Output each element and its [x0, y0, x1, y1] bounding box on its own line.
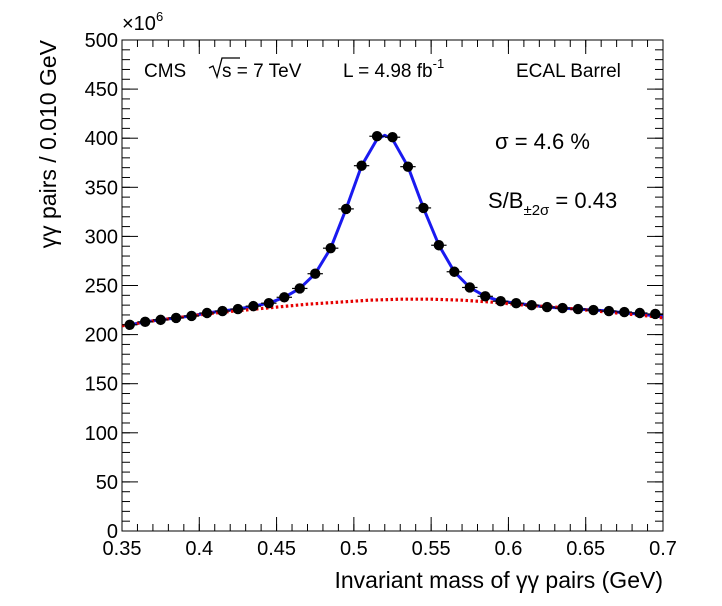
- y-tick-label: 350: [85, 177, 118, 199]
- y-tick-label: 450: [85, 79, 118, 101]
- x-tick-label: 0.45: [257, 538, 296, 560]
- data-point: [248, 300, 259, 312]
- data-point: [356, 160, 367, 171]
- y-tick-label: 400: [85, 128, 118, 150]
- data-point: [387, 132, 398, 143]
- y-tick-label: 300: [85, 226, 118, 248]
- data-point: [510, 297, 522, 309]
- data-point: [279, 292, 290, 303]
- y-tick-label: 200: [85, 325, 118, 347]
- fit-curves: [121, 133, 664, 328]
- data-point: [124, 319, 135, 330]
- luminosity-label: L = 4.98 fb-1: [343, 56, 444, 82]
- data-point: [325, 242, 336, 254]
- tick-labels: 0.35 0.4 0.45 0.5 0.55 0.6 0.65 0.7 0 50 100 150 200…: [85, 30, 677, 560]
- data-point: [619, 306, 630, 318]
- data-point: [139, 316, 151, 328]
- x-tick-label: 0.55: [412, 538, 451, 560]
- resolution-label: σ = 4.6 %: [495, 129, 590, 154]
- y-tick-label: 150: [85, 374, 118, 396]
- data-point: [588, 304, 599, 316]
- data-point: [526, 299, 537, 311]
- x-tick-label: 0.65: [566, 538, 605, 560]
- x-tick-label: 0.35: [103, 538, 142, 560]
- data-point: [310, 268, 321, 279]
- data-point: [340, 203, 352, 215]
- data-point: [418, 202, 429, 214]
- data-point: [603, 305, 615, 317]
- x-tick-label: 0.6: [495, 538, 523, 560]
- data-point: [634, 307, 646, 319]
- axis-ticks: [121, 39, 664, 532]
- y-axis-title: γγ pairs / 0.010 GeV: [35, 39, 61, 248]
- data-point: [263, 297, 275, 309]
- data-points: [122, 131, 663, 330]
- x-tick-label: 0.5: [340, 538, 368, 560]
- y-tick-label: 250: [85, 276, 118, 298]
- y-multiplier: ×106: [122, 9, 163, 35]
- data-point: [217, 305, 228, 317]
- data-point: [186, 310, 197, 322]
- x-tick-label: 0.4: [185, 538, 213, 560]
- region-label: ECAL Barrel: [516, 61, 621, 82]
- sqrt-symbol: [208, 57, 240, 80]
- data-point: [464, 282, 475, 293]
- x-axis-title: Invariant mass of γγ pairs (GeV): [335, 567, 664, 593]
- y-tick-label: 50: [96, 472, 118, 494]
- data-point: [201, 307, 213, 319]
- energy-label: s = 7 TeV: [222, 61, 302, 82]
- background-fit-curve: [121, 297, 664, 328]
- signal-background-fit-curve: [129, 133, 664, 327]
- y-tick-label: 500: [85, 30, 118, 52]
- data-point: [650, 308, 661, 320]
- data-point: [232, 303, 244, 315]
- data-point: [170, 312, 182, 324]
- data-point: [155, 314, 166, 326]
- data-point: [402, 161, 414, 172]
- data-point: [495, 296, 506, 307]
- y-tick-label: 0: [107, 521, 118, 543]
- signal-background-label: S/B±2σ = 0.43: [488, 188, 617, 219]
- data-point: [433, 240, 445, 251]
- data-point: [294, 283, 305, 294]
- x-tick-label: 0.7: [649, 538, 677, 560]
- data-point: [572, 303, 584, 315]
- data-point: [480, 291, 491, 302]
- y-tick-label: 100: [85, 423, 118, 445]
- data-point: [449, 266, 460, 277]
- plot-frame: [121, 39, 664, 532]
- data-point: [557, 302, 568, 314]
- data-point: [371, 131, 383, 142]
- data-point: [541, 301, 553, 313]
- experiment-label: CMS: [144, 61, 186, 82]
